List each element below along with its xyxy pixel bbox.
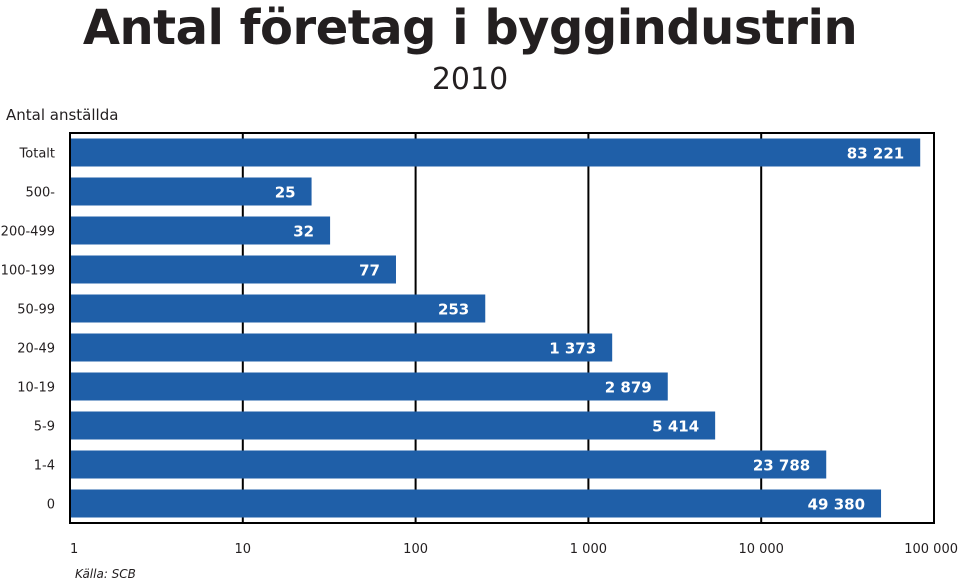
- category-labels: Totalt 500- 200-499 100-199 50-99 20-49 10-19 5…: [1, 147, 56, 513]
- bar: [70, 216, 331, 245]
- value-labels: 83 221 25 32 77 253 1 373 2 879 5 414 23 788 49 3…: [275, 145, 905, 514]
- bar-value-label: 253: [438, 301, 469, 319]
- category-label: 5-9: [34, 420, 55, 435]
- bar: [70, 489, 882, 518]
- x-tick-label: 100 000: [904, 542, 958, 557]
- bar: [70, 138, 921, 167]
- x-tick-label: 10 000: [738, 542, 784, 557]
- x-tick-label: 1 000: [570, 542, 607, 557]
- chart-title: Antal företag i byggindustrin: [82, 0, 858, 56]
- plot-frame: [69, 132, 935, 524]
- bar: [70, 411, 716, 440]
- bar-value-label: 23 788: [753, 457, 810, 475]
- bar: [70, 255, 396, 284]
- bar-value-label: 32: [293, 223, 314, 241]
- category-label: Totalt: [19, 147, 55, 162]
- bar-value-label: 83 221: [847, 145, 904, 163]
- bar-value-label: 49 380: [808, 496, 865, 514]
- bar: [70, 177, 312, 206]
- bar-value-label: 5 414: [652, 418, 699, 436]
- category-label: 100-199: [1, 264, 55, 279]
- x-tick-label: 1: [70, 542, 78, 557]
- source-note: Källa: SCB: [75, 567, 136, 581]
- category-label: 200-499: [1, 225, 55, 240]
- bar-value-label: 2 879: [605, 379, 652, 397]
- x-tick-label: 100: [403, 542, 428, 557]
- category-label: 50-99: [17, 303, 55, 318]
- category-label: 20-49: [17, 342, 55, 357]
- category-label: 10-19: [17, 381, 55, 396]
- bar-value-label: 25: [275, 184, 296, 202]
- x-tick-label: 10: [235, 542, 252, 557]
- category-label: 1-4: [34, 459, 55, 474]
- y-axis-label: Antal anställda: [6, 106, 119, 124]
- category-label: 0: [47, 498, 55, 513]
- chart-subtitle: 2010: [431, 62, 509, 97]
- bar: [70, 333, 613, 362]
- category-label: 500-: [25, 186, 55, 201]
- bar: [70, 372, 668, 401]
- x-tick-labels: 1 10 100 1 000 10 000 100 000: [70, 542, 958, 557]
- bar: [70, 450, 827, 479]
- bar-value-label: 77: [359, 262, 380, 280]
- bar: [70, 294, 486, 323]
- bars: [70, 138, 921, 518]
- bar-value-label: 1 373: [549, 340, 596, 358]
